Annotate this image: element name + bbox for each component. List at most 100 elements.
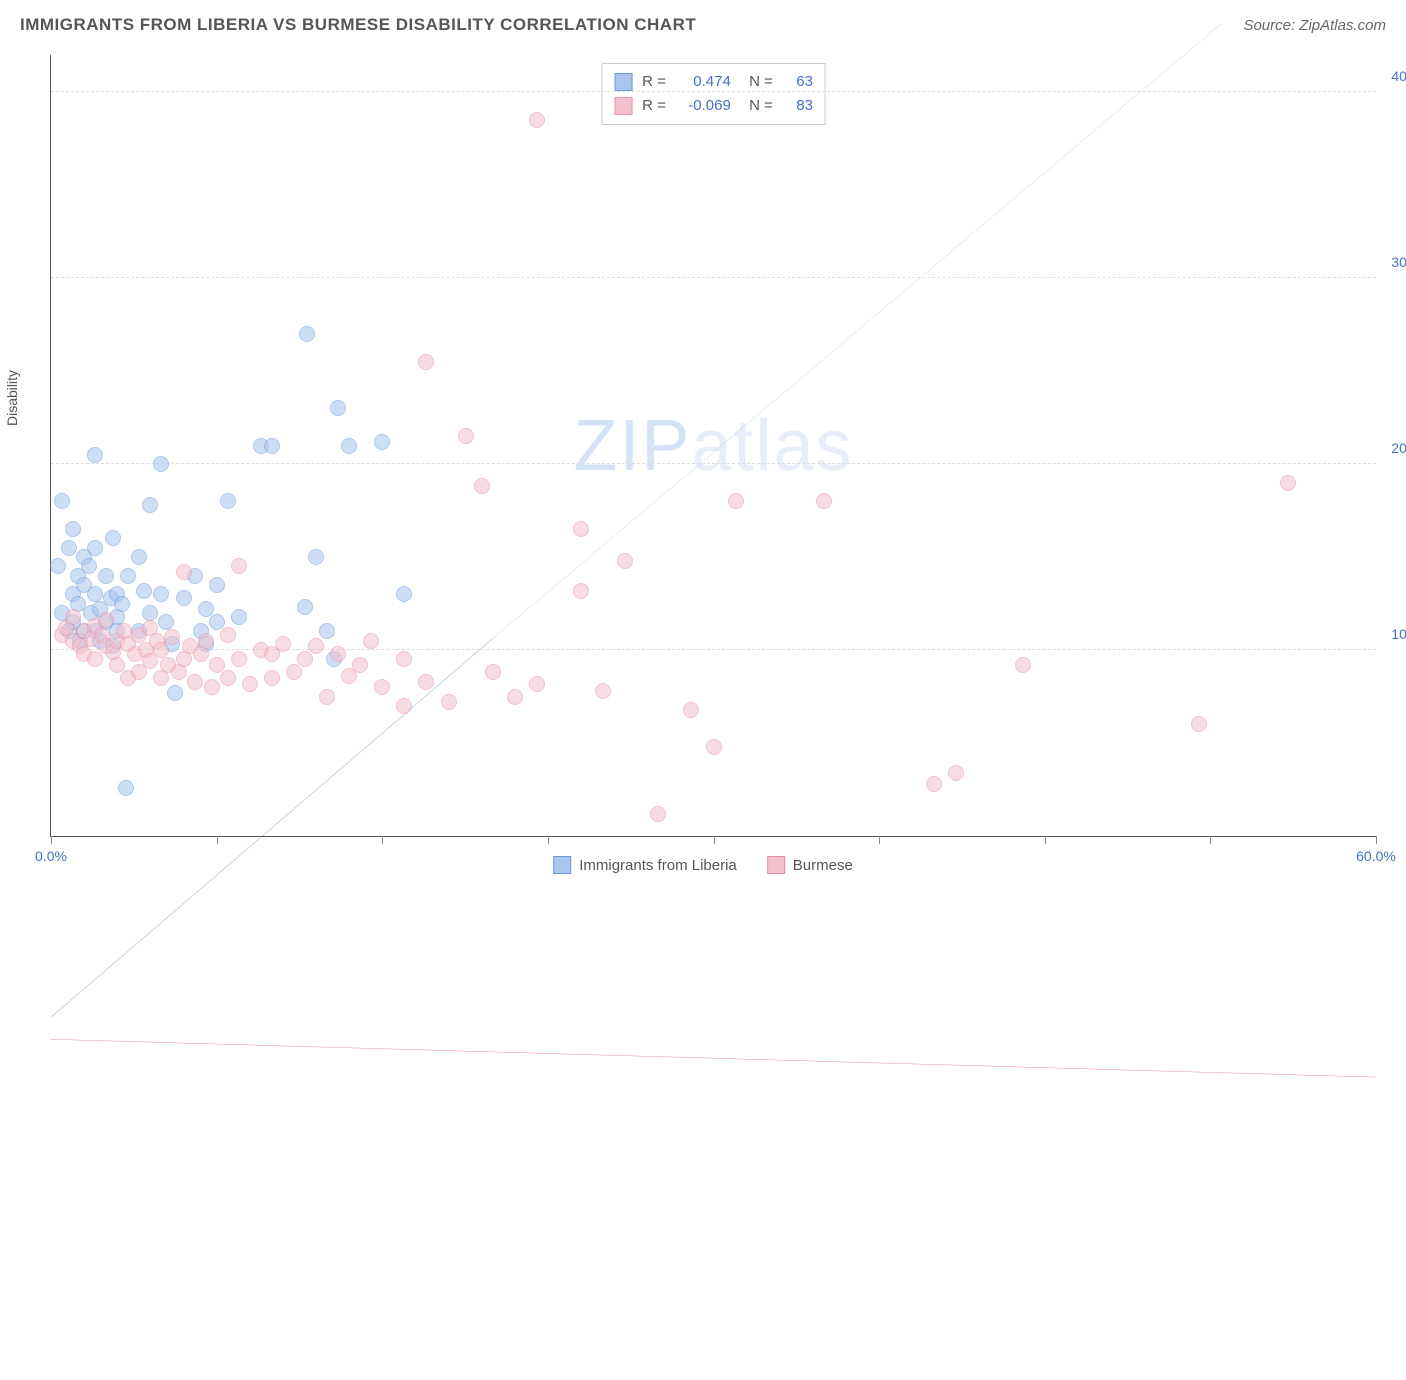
scatter-point xyxy=(308,549,324,565)
scatter-point xyxy=(65,609,81,625)
trend-lines xyxy=(51,55,1376,1380)
scatter-point xyxy=(341,438,357,454)
legend-swatch xyxy=(553,856,571,874)
scatter-point xyxy=(1015,657,1031,673)
scatter-point xyxy=(87,447,103,463)
x-tick xyxy=(879,836,880,844)
x-tick xyxy=(51,836,52,844)
n-label: N = xyxy=(741,94,773,118)
scatter-point xyxy=(120,568,136,584)
scatter-point xyxy=(363,633,379,649)
x-tick xyxy=(217,836,218,844)
scatter-point xyxy=(153,586,169,602)
scatter-point xyxy=(396,586,412,602)
watermark-bold: ZIP xyxy=(573,406,691,486)
scatter-point xyxy=(573,583,589,599)
scatter-point xyxy=(617,553,633,569)
y-tick-label: 40.0% xyxy=(1391,68,1406,84)
scatter-point xyxy=(153,642,169,658)
gridline xyxy=(51,277,1376,278)
scatter-point xyxy=(706,739,722,755)
trend-line xyxy=(51,1039,1376,1077)
y-tick-label: 20.0% xyxy=(1391,440,1406,456)
scatter-point xyxy=(220,627,236,643)
plot-region: ZIPatlas R =0.474 N =63R =-0.069 N =83 1… xyxy=(50,55,1376,837)
scatter-point xyxy=(231,609,247,625)
scatter-point xyxy=(1280,475,1296,491)
scatter-point xyxy=(87,586,103,602)
scatter-point xyxy=(330,400,346,416)
watermark-light: atlas xyxy=(691,406,853,486)
scatter-point xyxy=(264,670,280,686)
legend-swatch xyxy=(767,856,785,874)
scatter-point xyxy=(319,623,335,639)
x-tick xyxy=(382,836,383,844)
scatter-point xyxy=(948,765,964,781)
scatter-point xyxy=(683,702,699,718)
legend-item: Immigrants from Liberia xyxy=(553,856,737,874)
y-axis-label: Disability xyxy=(4,370,20,426)
gridline xyxy=(51,649,1376,650)
gridline xyxy=(51,463,1376,464)
scatter-point xyxy=(275,636,291,652)
y-tick-label: 10.0% xyxy=(1391,626,1406,642)
scatter-point xyxy=(286,664,302,680)
scatter-point xyxy=(220,670,236,686)
scatter-point xyxy=(595,683,611,699)
scatter-point xyxy=(458,428,474,444)
scatter-point xyxy=(926,776,942,792)
scatter-point xyxy=(65,521,81,537)
scatter-point xyxy=(308,638,324,654)
scatter-point xyxy=(198,633,214,649)
stats-row: R = -0.069 N = 83 xyxy=(614,94,813,118)
scatter-point xyxy=(87,651,103,667)
x-tick xyxy=(714,836,715,844)
scatter-point xyxy=(220,493,236,509)
legend-swatch xyxy=(614,73,632,91)
scatter-point xyxy=(136,583,152,599)
scatter-point xyxy=(209,577,225,593)
legend-swatch xyxy=(614,97,632,115)
n-value: 83 xyxy=(783,94,813,118)
scatter-point xyxy=(176,590,192,606)
legend-label: Burmese xyxy=(793,857,853,874)
scatter-point xyxy=(158,614,174,630)
scatter-point xyxy=(61,540,77,556)
scatter-point xyxy=(418,354,434,370)
chart-area: ZIPatlas R =0.474 N =63R =-0.069 N =83 1… xyxy=(50,55,1376,837)
scatter-point xyxy=(1191,716,1207,732)
scatter-point xyxy=(474,478,490,494)
legend-item: Burmese xyxy=(767,856,853,874)
scatter-point xyxy=(231,651,247,667)
legend-label: Immigrants from Liberia xyxy=(579,857,737,874)
x-tick xyxy=(1045,836,1046,844)
scatter-point xyxy=(118,780,134,796)
scatter-point xyxy=(299,326,315,342)
gridline xyxy=(51,91,1376,92)
scatter-point xyxy=(114,596,130,612)
r-label: R = xyxy=(642,94,666,118)
scatter-point xyxy=(142,605,158,621)
scatter-point xyxy=(319,689,335,705)
scatter-point xyxy=(396,698,412,714)
scatter-point xyxy=(54,493,70,509)
source-attribution: Source: ZipAtlas.com xyxy=(1243,17,1386,34)
x-tick xyxy=(1376,836,1377,844)
trend-line xyxy=(51,639,493,1018)
scatter-point xyxy=(529,112,545,128)
scatter-point xyxy=(131,549,147,565)
r-value: -0.069 xyxy=(676,94,731,118)
chart-title: IMMIGRANTS FROM LIBERIA VS BURMESE DISAB… xyxy=(20,15,696,35)
scatter-point xyxy=(167,685,183,701)
watermark: ZIPatlas xyxy=(573,405,853,487)
scatter-point xyxy=(297,599,313,615)
scatter-point xyxy=(264,438,280,454)
scatter-point xyxy=(418,674,434,690)
scatter-point xyxy=(87,540,103,556)
scatter-point xyxy=(242,676,258,692)
x-tick xyxy=(1210,836,1211,844)
scatter-point xyxy=(573,521,589,537)
scatter-point xyxy=(176,564,192,580)
scatter-point xyxy=(529,676,545,692)
scatter-point xyxy=(650,806,666,822)
